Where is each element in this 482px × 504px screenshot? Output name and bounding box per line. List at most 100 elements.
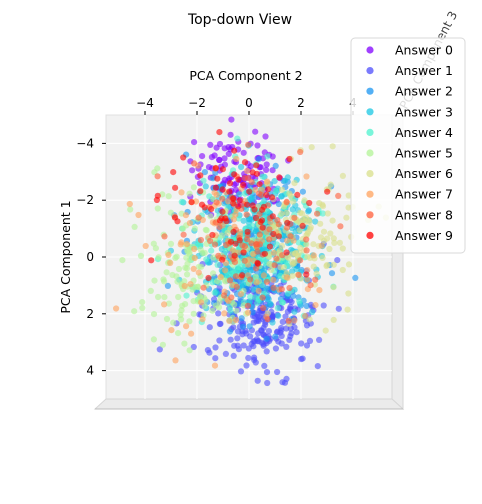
data-point — [219, 208, 226, 215]
data-point — [234, 135, 241, 142]
data-point — [260, 342, 267, 349]
data-point — [221, 176, 228, 183]
legend-marker-2 — [366, 87, 374, 95]
data-point — [208, 247, 215, 254]
data-point — [164, 282, 171, 289]
legend-box — [350, 37, 466, 254]
data-point — [329, 217, 336, 224]
data-point — [150, 311, 158, 318]
data-point — [190, 298, 197, 305]
legend-label-5: Answer 5 — [395, 146, 453, 161]
data-point — [258, 191, 265, 199]
data-point — [186, 347, 193, 354]
data-point — [260, 305, 267, 312]
data-point — [234, 263, 241, 270]
data-point — [186, 318, 193, 325]
data-point — [218, 232, 226, 239]
data-point — [167, 240, 175, 247]
data-point — [127, 206, 134, 213]
data-point — [305, 208, 312, 215]
data-point — [266, 260, 273, 268]
data-point — [227, 180, 234, 187]
data-point — [211, 241, 219, 248]
data-point — [259, 294, 266, 301]
x-axis-label: PCA Component 2 — [189, 68, 302, 83]
series-9-points — [148, 129, 331, 282]
data-point — [214, 175, 221, 182]
data-point — [241, 257, 248, 264]
data-point — [233, 307, 240, 314]
legend-label-0: Answer 0 — [395, 43, 453, 58]
legend-label-6: Answer 6 — [395, 166, 453, 181]
data-point — [179, 225, 187, 232]
data-point — [275, 338, 282, 345]
data-point — [318, 242, 325, 249]
data-point — [171, 214, 179, 221]
data-point — [343, 214, 350, 221]
data-point — [316, 336, 323, 343]
data-point — [244, 201, 251, 208]
data-point — [286, 155, 293, 163]
data-point — [202, 183, 209, 190]
data-point — [190, 265, 197, 272]
data-point — [172, 357, 179, 364]
data-point — [160, 276, 167, 283]
data-point — [303, 241, 310, 248]
data-point — [240, 342, 247, 349]
data-point — [227, 336, 234, 343]
data-point — [291, 308, 298, 315]
data-point — [320, 228, 328, 235]
data-point — [224, 229, 231, 236]
data-point — [228, 294, 235, 301]
data-point — [221, 292, 228, 299]
data-point — [293, 329, 300, 336]
data-point — [264, 153, 271, 160]
data-point — [206, 324, 213, 331]
data-point — [328, 270, 336, 277]
legend-label-2: Answer 2 — [395, 84, 453, 99]
data-point — [297, 257, 304, 264]
data-point — [263, 278, 270, 285]
data-point — [175, 330, 182, 337]
data-point — [275, 221, 282, 228]
data-point — [259, 224, 266, 231]
data-point — [291, 180, 298, 187]
data-point — [252, 273, 259, 280]
data-point — [317, 220, 324, 227]
data-point — [198, 299, 205, 306]
data-point — [156, 346, 163, 353]
data-point — [283, 274, 291, 281]
data-point — [254, 248, 261, 255]
data-point — [263, 369, 271, 376]
data-point — [209, 231, 216, 239]
data-point — [191, 225, 198, 232]
data-point — [344, 306, 351, 313]
legend-marker-5 — [366, 149, 374, 157]
data-point — [253, 162, 260, 169]
data-point — [314, 363, 321, 370]
data-point — [253, 241, 260, 248]
data-point — [206, 349, 213, 356]
data-point — [303, 342, 311, 349]
data-point — [189, 167, 196, 174]
data-point — [298, 340, 305, 347]
data-point — [243, 362, 250, 369]
data-point — [259, 206, 266, 213]
data-point — [330, 261, 337, 268]
data-point — [230, 216, 237, 223]
data-point — [234, 328, 242, 335]
data-point — [183, 323, 190, 330]
data-point — [167, 209, 174, 216]
data-point — [308, 144, 315, 151]
data-point — [273, 241, 280, 248]
data-point — [261, 362, 268, 369]
data-point — [283, 249, 290, 256]
data-point — [275, 312, 282, 319]
y-tick-label: 0 — [86, 250, 94, 264]
data-point — [153, 196, 160, 204]
data-point — [304, 230, 311, 238]
data-point — [313, 270, 320, 277]
data-point — [199, 316, 206, 323]
data-point — [310, 241, 317, 248]
legend-marker-4 — [366, 128, 374, 136]
